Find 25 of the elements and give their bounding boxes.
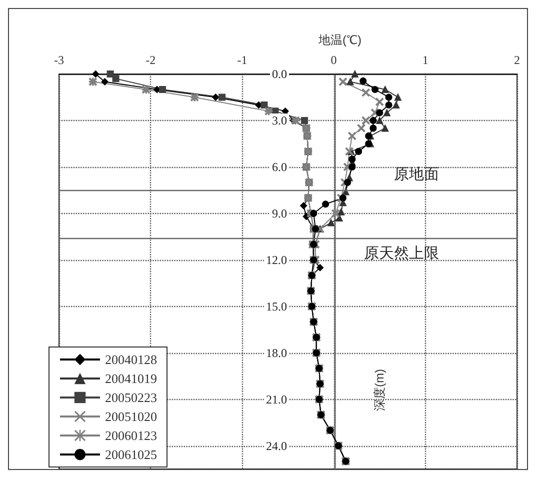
ref-line-label: 原天然上限 (364, 245, 439, 262)
ref-line-label: 原地面 (394, 166, 439, 184)
x-tick-label: -3 (54, 53, 64, 67)
legend-label: 20060123 (105, 428, 157, 443)
y-tick-label: 24.0 (266, 438, 287, 453)
y-tick-label: 21.0 (266, 392, 287, 406)
y-tick-label: 6.0 (272, 160, 287, 174)
x-axis-title: 地温(℃) (318, 33, 362, 47)
x-tick-label: -2 (146, 53, 156, 67)
x-tick-label: 2 (514, 53, 520, 67)
y-tick-label: 0.0 (272, 67, 287, 81)
y-tick-label: 3.0 (272, 113, 287, 128)
y-axis-title: 深度(m) (372, 369, 387, 411)
x-tick-label: -1 (237, 53, 248, 67)
x-tick-label: 0 (330, 53, 337, 67)
legend-label: 20051020 (105, 409, 157, 424)
y-tick-label: 9.0 (272, 206, 287, 220)
legend-label: 20040128 (105, 352, 157, 367)
legend-label: 20041019 (105, 371, 157, 386)
legend-label: 20050223 (105, 390, 157, 405)
x-tick-label: 1 (422, 53, 428, 67)
legend-label: 20061025 (105, 447, 157, 462)
y-tick-label: 18.0 (266, 346, 287, 360)
y-tick-label: 12.0 (266, 252, 287, 267)
y-tick-label: 15.0 (266, 299, 287, 314)
